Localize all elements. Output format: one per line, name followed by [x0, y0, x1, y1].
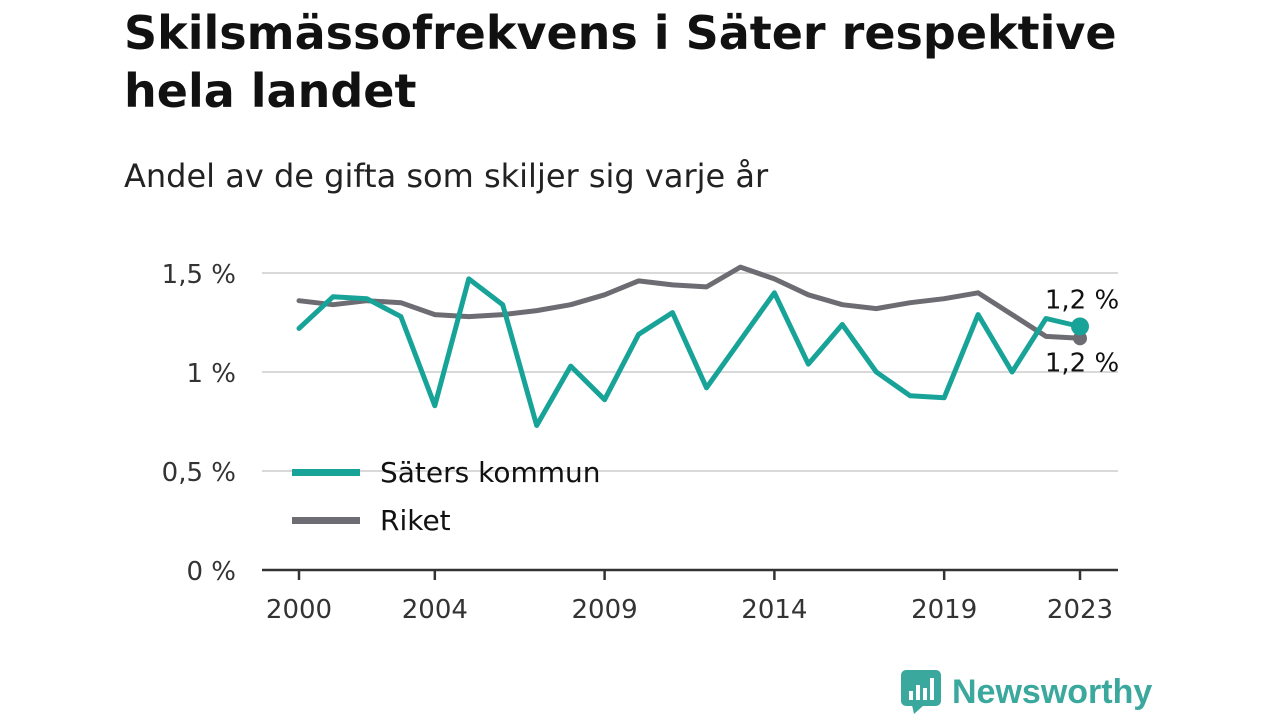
end-label-saters: 1,2 % — [1045, 285, 1119, 315]
legend-label-0: Säters kommun — [380, 456, 601, 489]
x-tick-label: 2023 — [1047, 595, 1113, 625]
brand: Newsworthy — [900, 668, 1152, 716]
end-labels: 1,2 % 1,2 % — [1045, 285, 1119, 378]
newsworthy-logo-icon — [901, 670, 941, 714]
x-tick-label: 2014 — [741, 595, 807, 625]
x-tick-label: 2009 — [572, 595, 638, 625]
y-tick-label: 0 % — [186, 557, 236, 587]
x-tick-label: 2004 — [402, 595, 468, 625]
series-lines — [296, 264, 1089, 428]
end-label-riket: 1,2 % — [1045, 348, 1119, 378]
brand-name: Newsworthy — [952, 672, 1153, 711]
x-tick-label: 2019 — [911, 595, 977, 625]
y-tick-label: 1 % — [186, 359, 236, 389]
y-tick-label: 1,5 % — [162, 260, 236, 290]
series-end-point-0 — [1071, 317, 1089, 336]
legend-label-1: Riket — [380, 504, 451, 537]
y-tick-label: 0,5 % — [162, 458, 236, 488]
legend-swatch-1 — [292, 517, 360, 524]
x-tick-label: 2000 — [266, 595, 332, 625]
chart-subtitle: Andel av de gifta som skiljer sig varje … — [124, 157, 769, 195]
series-line-0 — [296, 276, 1083, 428]
legend: Säters kommun Riket — [292, 456, 601, 537]
chart-title: Skilsmässofrekvens i Säter respektive he… — [124, 6, 1117, 118]
x-axis: 2000 2004 2009 2014 2019 2023 — [262, 568, 1118, 625]
gridlines — [262, 272, 1118, 472]
series-line-1 — [296, 264, 1083, 341]
y-axis-tick-labels: 0 % 0,5 % 1 % 1,5 % — [162, 260, 236, 587]
series-end-point-1 — [1073, 331, 1087, 346]
legend-swatch-0 — [292, 469, 360, 476]
